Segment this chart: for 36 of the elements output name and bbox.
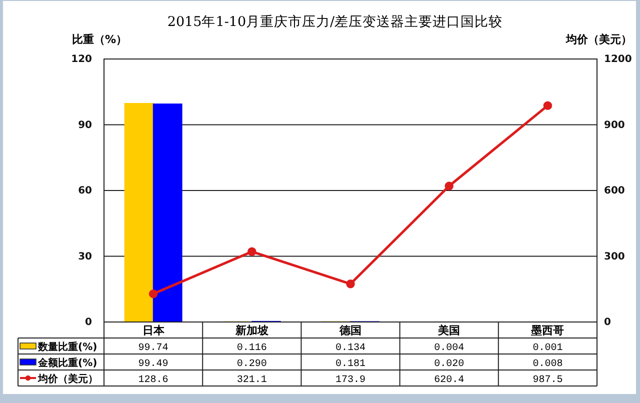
chart-title: 2015年1-10月重庆市压力/差压变送器主要进口国比较 bbox=[167, 14, 503, 30]
x-tick-label: 日本 bbox=[142, 324, 166, 337]
x-tick-label: 新加坡 bbox=[234, 324, 270, 337]
y2-tick-label: 300 bbox=[604, 251, 625, 262]
data-label: 173.9 bbox=[335, 375, 366, 386]
y2-tick-label: 600 bbox=[604, 186, 625, 197]
y-tick-label: 0 bbox=[85, 317, 92, 328]
data-label: 0.004 bbox=[434, 343, 464, 354]
y2-tick-label: 0 bbox=[604, 317, 611, 328]
data-label: 0.001 bbox=[532, 343, 563, 354]
y-tick-label: 120 bbox=[71, 54, 92, 66]
data-label: 0.134 bbox=[335, 343, 366, 354]
y-tick-label: 30 bbox=[78, 251, 92, 262]
x-tick-label: 德国 bbox=[338, 324, 362, 337]
x-tick-label: 美国 bbox=[437, 324, 460, 337]
legend-label: 均价（美元） bbox=[37, 373, 98, 385]
data-label: 0.181 bbox=[335, 359, 366, 370]
data-label: 128.6 bbox=[138, 375, 168, 386]
y2-axis-title: 均价（美元） bbox=[565, 33, 632, 46]
data-label: 0.020 bbox=[434, 359, 464, 370]
data-label: 0.116 bbox=[236, 343, 267, 354]
legend-label: 金额比重(%) bbox=[37, 357, 98, 369]
y-tick-label: 60 bbox=[78, 186, 92, 197]
data-label: 99.74 bbox=[138, 343, 168, 354]
legend-label: 数量比重(%) bbox=[37, 341, 98, 353]
data-label: 321.1 bbox=[236, 375, 267, 386]
data-label: 987.5 bbox=[532, 375, 563, 386]
data-label: 620.4 bbox=[434, 375, 464, 386]
data-label: 99.49 bbox=[138, 359, 168, 370]
y2-tick-label: 1200 bbox=[604, 54, 632, 66]
y-tick-label: 90 bbox=[78, 120, 92, 131]
y-axis-title: 比重（%） bbox=[72, 33, 128, 46]
data-label: 0.290 bbox=[236, 359, 267, 370]
x-tick-label: 墨西哥 bbox=[530, 324, 564, 337]
y2-tick-label: 900 bbox=[604, 120, 625, 131]
data-label: 0.008 bbox=[532, 359, 563, 370]
